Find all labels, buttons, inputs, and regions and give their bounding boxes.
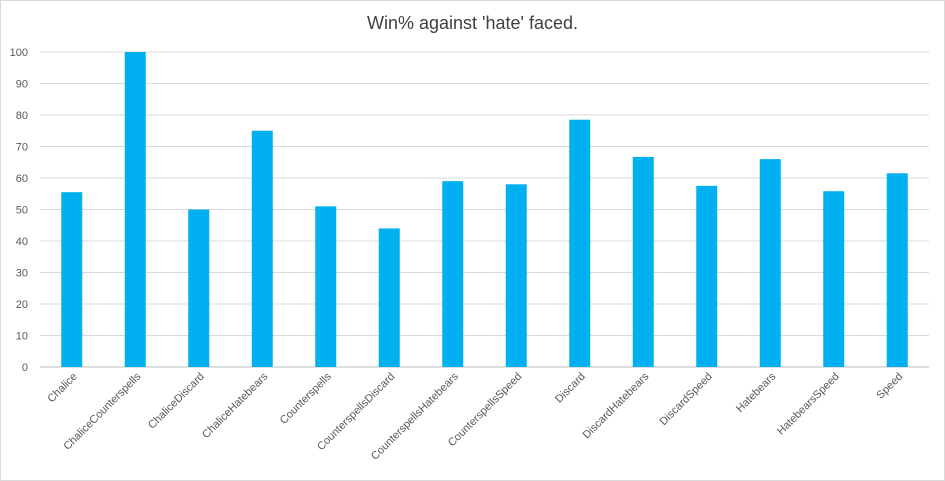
y-tick-label: 90 — [16, 79, 28, 91]
bar — [886, 173, 908, 367]
y-tick-label: 0 — [22, 362, 28, 374]
bar — [632, 156, 654, 367]
y-tick-label: 50 — [16, 205, 28, 217]
bar — [124, 52, 146, 367]
y-tick-label: 100 — [10, 47, 28, 59]
x-category-label: Counterspells — [278, 370, 334, 426]
y-tick-label: 40 — [16, 236, 28, 248]
bars — [61, 52, 908, 367]
chart-title: Win% against 'hate' faced. — [367, 13, 578, 33]
bar — [569, 119, 591, 367]
x-category-label: DiscardHatebears — [581, 370, 652, 441]
bar — [61, 192, 83, 367]
x-category-label: HatebearsSpeed — [775, 371, 842, 438]
x-category-label: Speed — [874, 371, 905, 402]
y-tick-label: 70 — [16, 142, 28, 154]
y-tick-label: 60 — [16, 173, 28, 185]
bar — [696, 185, 718, 367]
y-tick-label: 10 — [16, 331, 28, 343]
x-category-label: Hatebears — [734, 370, 779, 415]
bar — [442, 181, 464, 367]
x-category-label: ChaliceDiscard — [146, 371, 207, 432]
bar — [823, 191, 845, 367]
bar — [188, 209, 210, 367]
y-tick-label: 30 — [16, 268, 28, 280]
bar — [251, 130, 273, 367]
gridlines — [40, 51, 929, 368]
bar — [378, 228, 400, 367]
x-category-label: DiscardSpeed — [658, 371, 715, 428]
x-category-label: ChaliceHatebears — [200, 370, 271, 441]
bar — [759, 159, 781, 367]
bar — [505, 184, 527, 367]
y-axis-ticks: 0 10 20 30 40 50 60 70 80 90 100 — [10, 47, 28, 374]
x-category-label: Chalice — [45, 371, 79, 405]
x-category-label: Discard — [553, 371, 588, 406]
bar — [315, 206, 337, 367]
y-tick-label: 20 — [16, 299, 28, 311]
y-tick-label: 80 — [16, 110, 28, 122]
x-category-label: CounterspellsSpeed — [446, 371, 525, 450]
